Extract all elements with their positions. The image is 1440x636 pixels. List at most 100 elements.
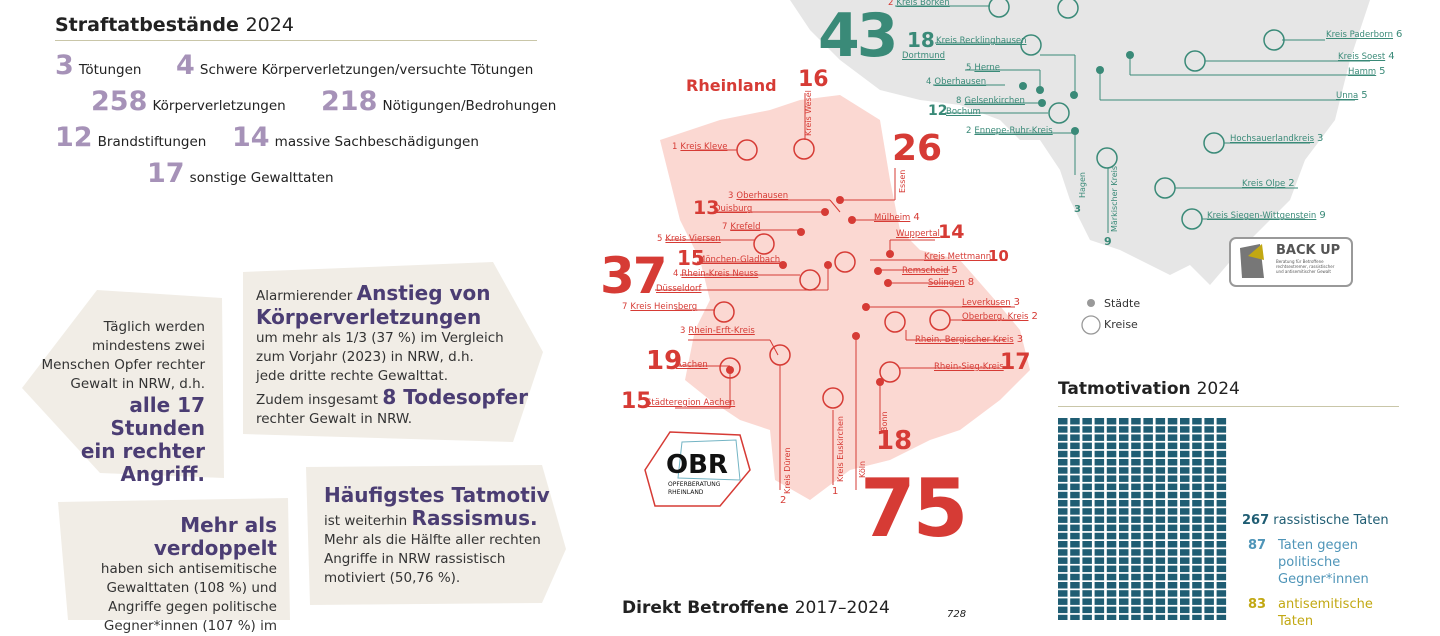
waffle-square [1106, 598, 1117, 605]
waffle-square [1058, 598, 1068, 605]
waffle-square [1119, 573, 1129, 581]
backup-sub-line: rechtsextremer, rassistischer [1276, 264, 1335, 269]
waffle-square [1094, 582, 1105, 589]
waffle-square [1143, 606, 1153, 614]
waffle-square [1180, 434, 1190, 441]
waffle-square [1131, 450, 1141, 458]
label-heinsberg: 7 Kreis Heinsberg [622, 302, 697, 312]
waffle-square [1094, 508, 1105, 515]
waffle-square [1094, 573, 1105, 581]
waffle-square [1094, 500, 1105, 507]
label-count: 4 [913, 212, 920, 223]
waffle-square [1058, 467, 1068, 474]
card-motive-line: Mehr als die Hälfte aller rechten [324, 532, 541, 548]
waffle-square [1143, 491, 1153, 499]
waffle-square [1192, 418, 1202, 425]
card-double-line: haben sich antisemitische [100, 561, 277, 577]
waffle-square [1155, 590, 1166, 597]
label-count: 5 [951, 265, 958, 276]
waffle-square [1167, 434, 1178, 441]
backup-sub-line: und antisemitischer Gewalt [1276, 269, 1331, 274]
waffle-square [1143, 467, 1153, 474]
card-daily-line: mindestens zwei [91, 338, 205, 354]
waffle-square [1058, 491, 1068, 499]
stat-label: Nötigungen/Bedrohungen [382, 98, 557, 114]
card-daily-line: Menschen Opfer rechter [41, 357, 205, 373]
waffle-square [1155, 524, 1166, 532]
waffle-square [1131, 483, 1141, 491]
waffle-square [1082, 532, 1092, 540]
waffle-square [1216, 434, 1227, 441]
crimes-year: 2024 [245, 14, 294, 36]
label-count: 8 [956, 96, 962, 106]
waffle-square [1204, 606, 1214, 614]
card-rise-line: um mehr als 1/3 (37 %) im Vergleich [256, 330, 504, 346]
waffle-square [1155, 532, 1166, 540]
waffle-square [1070, 491, 1080, 499]
stat-number: 4 [176, 50, 195, 81]
waffle-square [1143, 565, 1153, 573]
label-count: 5 [1379, 66, 1386, 77]
stat-label: Tötungen [78, 62, 142, 78]
waffle-square [1070, 442, 1080, 450]
waffle-square [1167, 508, 1178, 515]
nrw-map [644, 0, 1375, 507]
waffle-square [1070, 606, 1080, 614]
waffle-square [1106, 491, 1117, 499]
waffle-square [1131, 590, 1141, 597]
waffle-square [1131, 598, 1141, 605]
label-text: Hochsauerlandkreis [1230, 134, 1315, 144]
waffle-square [1058, 516, 1068, 523]
crimes-title-text: Straftatbestände [55, 14, 239, 36]
waffle-square [1180, 532, 1190, 540]
waffle-square [1106, 532, 1117, 540]
waffle-square [1204, 434, 1214, 441]
label-count: 7 [722, 222, 728, 232]
waffle-square [1131, 524, 1141, 532]
waffle-square [1119, 532, 1129, 540]
label-unna: Unna 5 [1336, 90, 1368, 101]
waffle-square [1082, 418, 1092, 425]
label-hochsauerland: Hochsauerlandkreis 3 [1230, 133, 1323, 144]
waffle-square [1058, 426, 1068, 433]
label-hagen-count: 3 [1074, 204, 1081, 215]
waffle-square [1119, 483, 1129, 491]
waffle-square [1119, 598, 1129, 605]
waffle-square [1143, 434, 1153, 441]
waffle-square [1155, 516, 1166, 523]
tat-count: 267 [1242, 513, 1270, 528]
waffle-square [1082, 434, 1092, 441]
waffle-square [1131, 516, 1141, 523]
card-daily-highlight: Angriff. [120, 462, 205, 486]
waffle-square [1119, 549, 1129, 556]
map-number-recklinghausen: 18 [907, 28, 935, 52]
waffle-square [1155, 483, 1166, 491]
waffle-square [1192, 565, 1202, 573]
waffle-square [1119, 582, 1129, 589]
waffle-square [1155, 549, 1166, 556]
waffle-square [1119, 442, 1129, 450]
waffle-square [1070, 614, 1080, 620]
waffle-square [1131, 573, 1141, 581]
waffle-square [1131, 467, 1141, 474]
waffle-square [1167, 557, 1178, 564]
stat-kv: 258 Körperverletzungen [91, 86, 286, 117]
waffle-square [1058, 418, 1068, 425]
label-count: 3 [1317, 133, 1324, 144]
label-bonn: Bonn [880, 411, 889, 432]
label-paderborn: Kreis Paderborn 6 [1326, 29, 1402, 40]
waffle-square [1216, 426, 1227, 433]
waffle-square [1216, 557, 1227, 564]
waffle-square [1106, 500, 1117, 507]
label-staedteregion: Städteregion Aachen [646, 398, 736, 408]
tat-count: 87 [1248, 538, 1267, 553]
waffle-square [1094, 541, 1105, 548]
label-remscheid: Remscheid 5 [902, 265, 958, 276]
waffle-square [1082, 467, 1092, 474]
waffle-square [1106, 516, 1117, 523]
waffle-square [1106, 508, 1117, 515]
card-daily: Täglich werden mindestens zwei Menschen … [40, 318, 205, 486]
label-enneperuhr: 2 Ennepe-Ruhr-Kreis [966, 126, 1053, 136]
waffle-square [1155, 418, 1166, 425]
waffle-square [1070, 573, 1080, 581]
